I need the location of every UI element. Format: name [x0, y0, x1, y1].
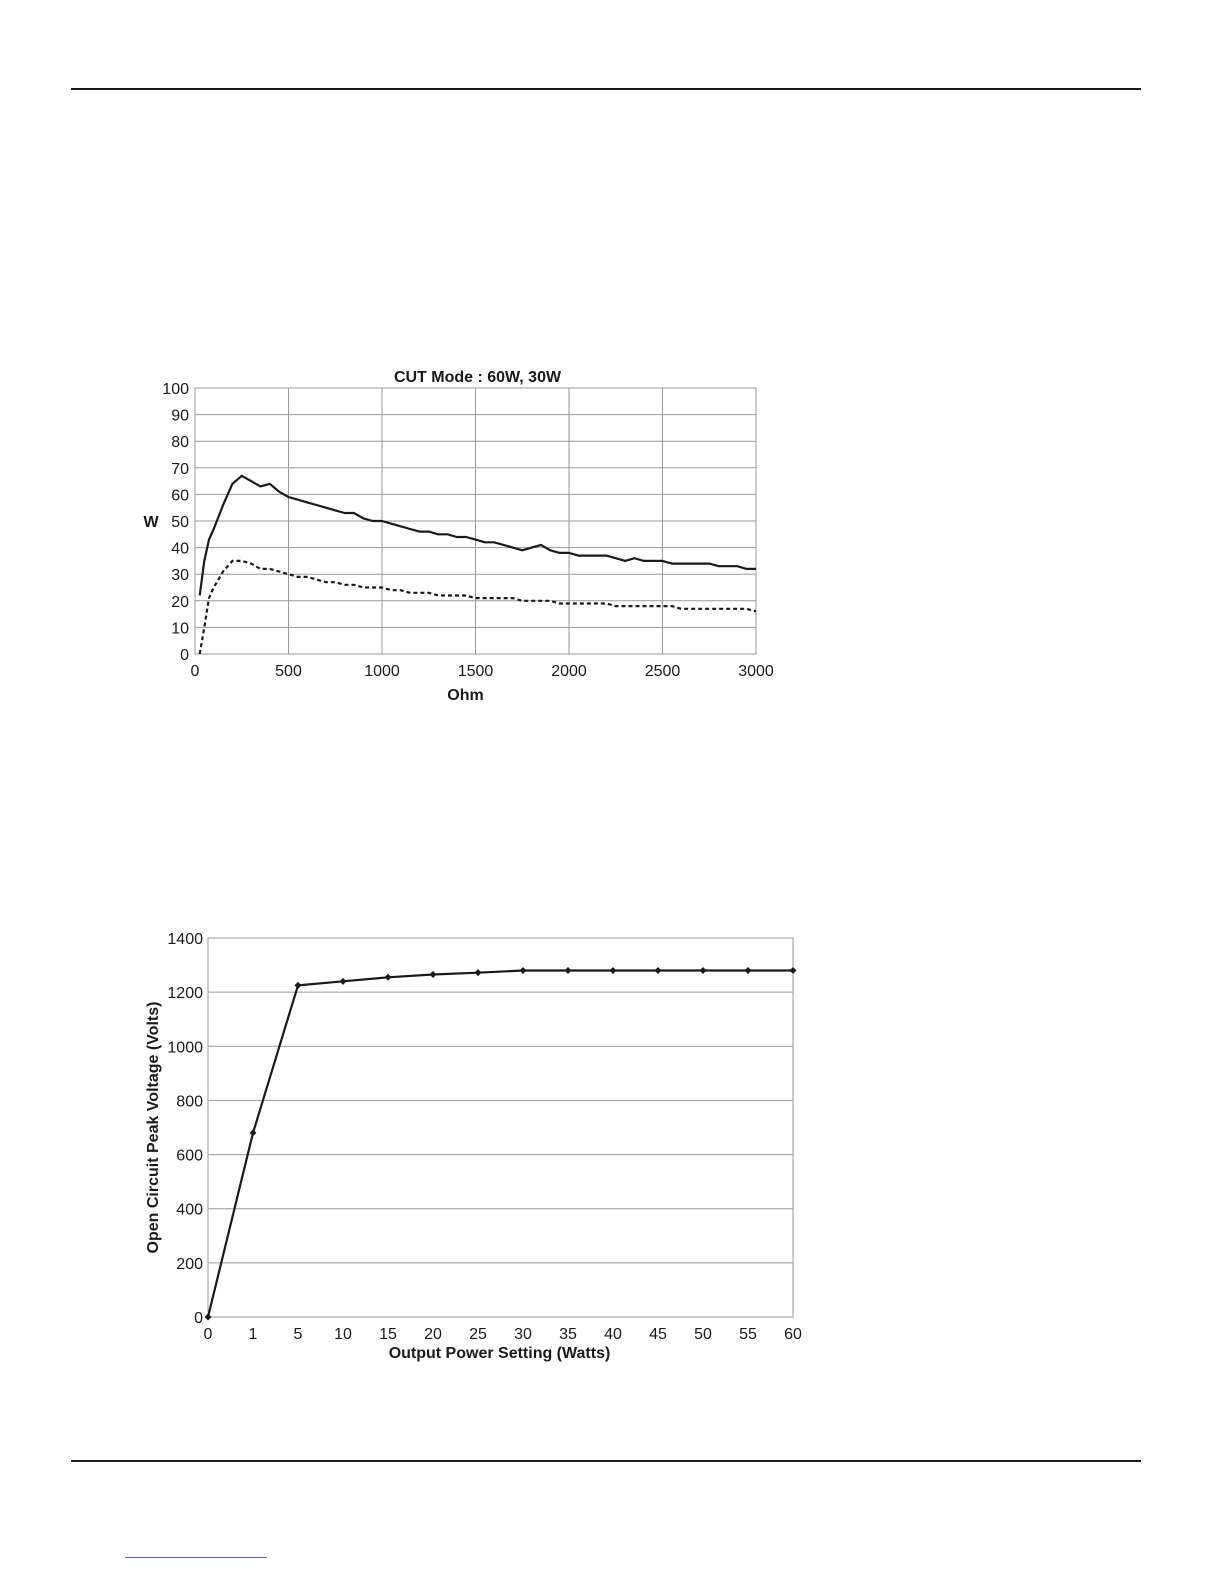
plot-area — [207, 937, 794, 1318]
series-line — [206, 969, 793, 1318]
x-tick-label: 2000 — [551, 663, 587, 680]
y-tick-label: 70 — [171, 461, 189, 478]
data-point-marker — [429, 971, 437, 979]
data-point-marker — [744, 966, 752, 974]
x-tick-label: 55 — [739, 1326, 757, 1343]
x-tick-label: 2500 — [645, 663, 681, 680]
x-tick-label: 500 — [275, 663, 302, 680]
y-tick-label: 20 — [171, 594, 189, 611]
y-tick-label: 0 — [180, 647, 189, 664]
data-point-marker — [654, 966, 662, 974]
y-tick-label: 400 — [176, 1202, 203, 1219]
y-tick-label: 200 — [176, 1256, 203, 1273]
x-tick-label: 1000 — [364, 663, 400, 680]
x-tick-label: 5 — [294, 1326, 303, 1343]
y-tick-label: 100 — [162, 381, 189, 398]
x-tick-label: 1 — [249, 1326, 258, 1343]
x-tick-label: 3000 — [738, 663, 774, 680]
x-tick-label: 30 — [514, 1326, 532, 1343]
y-tick-label: 0 — [194, 1310, 203, 1327]
data-point-marker — [699, 966, 707, 974]
header-rule — [71, 88, 1141, 90]
data-point-marker — [384, 973, 392, 981]
data-point-marker — [789, 966, 797, 974]
y-axis-title: W — [143, 514, 159, 531]
y-tick-label: 50 — [171, 514, 189, 531]
x-tick-label: 45 — [649, 1326, 667, 1343]
x-axis-title: Output Power Setting (Watts) — [389, 1345, 611, 1362]
x-tick-label: 0 — [191, 663, 200, 680]
data-point-marker — [249, 1129, 257, 1137]
data-point-marker — [339, 977, 347, 985]
x-tick-label: 0 — [204, 1326, 213, 1343]
x-tick-label: 40 — [604, 1326, 622, 1343]
y-tick-label: 40 — [171, 541, 189, 558]
x-tick-label: 1500 — [458, 663, 494, 680]
chart-title: CUT Mode : 60W, 30W — [394, 369, 562, 386]
data-point-marker — [609, 966, 617, 974]
x-tick-label: 25 — [469, 1326, 487, 1343]
x-tick-label: 35 — [559, 1326, 577, 1343]
data-point-marker — [294, 981, 302, 989]
y-tick-label: 90 — [171, 408, 189, 425]
series-line-dashed — [198, 559, 757, 655]
y-axis-title: Open Circuit Peak Voltage (Volts) — [145, 1002, 162, 1254]
x-tick-label: 15 — [379, 1326, 397, 1343]
data-point-marker — [474, 969, 482, 977]
x-tick-label: 60 — [784, 1326, 802, 1343]
x-tick-label: 10 — [334, 1326, 352, 1343]
y-tick-label: 80 — [171, 434, 189, 451]
footer-link-underline[interactable] — [125, 1557, 267, 1558]
y-tick-label: 30 — [171, 567, 189, 584]
y-tick-label: 60 — [171, 487, 189, 504]
y-tick-label: 1400 — [167, 931, 203, 948]
footer-rule — [71, 1460, 1141, 1462]
x-tick-label: 50 — [694, 1326, 712, 1343]
data-point-marker — [204, 1313, 212, 1321]
y-tick-label: 600 — [176, 1148, 203, 1165]
y-tick-label: 1200 — [167, 985, 203, 1002]
data-point-marker — [564, 966, 572, 974]
data-point-marker — [519, 966, 527, 974]
y-tick-label: 800 — [176, 1093, 203, 1110]
y-tick-label: 10 — [171, 620, 189, 637]
x-tick-label: 20 — [424, 1326, 442, 1343]
y-tick-label: 1000 — [167, 1039, 203, 1056]
series-line-solid — [198, 474, 756, 596]
x-axis-title: Ohm — [447, 687, 483, 704]
